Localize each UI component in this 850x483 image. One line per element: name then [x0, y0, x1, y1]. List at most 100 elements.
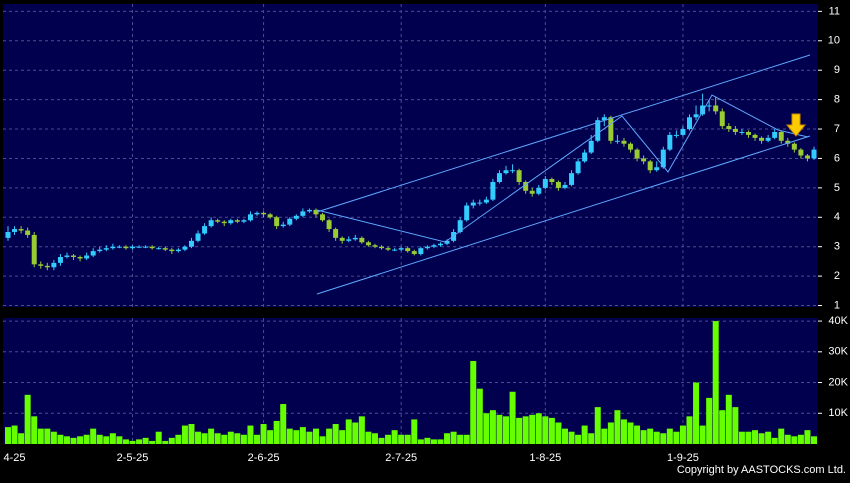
- candle-body: [798, 149, 804, 156]
- volume-bar: [725, 394, 732, 444]
- volume-bar: [168, 437, 175, 444]
- candle-body: [523, 181, 529, 191]
- candle-body: [785, 140, 791, 144]
- volume-bar: [660, 433, 667, 444]
- volume-bar: [116, 436, 123, 444]
- volume-panel: [3, 318, 818, 444]
- volume-bar: [535, 413, 542, 444]
- candle-body: [365, 242, 371, 246]
- volume-bar: [175, 434, 182, 444]
- candle-body: [215, 220, 221, 222]
- candle-body: [745, 131, 751, 135]
- candle-body: [51, 262, 57, 268]
- volume-bar: [666, 428, 673, 444]
- volume-bar: [221, 434, 228, 444]
- candle-body: [247, 214, 253, 221]
- candle-body: [778, 131, 784, 141]
- volume-bar: [732, 407, 739, 444]
- volume-bar: [411, 419, 418, 444]
- volume-bar: [181, 425, 188, 444]
- volume-bar: [706, 397, 713, 444]
- volume-bar: [293, 430, 300, 444]
- volume-bar: [227, 431, 234, 444]
- volume-bar: [437, 439, 444, 444]
- x-tick-label: 1-9-25: [667, 452, 699, 464]
- volume-bar: [332, 424, 339, 444]
- channel-lower: [316, 135, 811, 295]
- volume-bar: [463, 434, 470, 444]
- volume-bar: [424, 437, 431, 444]
- candle-body: [38, 264, 44, 266]
- candle-body: [149, 246, 155, 249]
- candle-body: [424, 246, 430, 249]
- channel-upper: [316, 54, 811, 213]
- candle-body: [313, 209, 319, 215]
- volume-bar: [319, 436, 326, 444]
- y-tick-label: 11: [829, 5, 840, 17]
- y-tick-label: 6: [834, 152, 840, 164]
- candle-body: [647, 161, 653, 171]
- volume-bar: [758, 433, 765, 444]
- volume-bar: [90, 428, 97, 444]
- candle-body: [641, 158, 647, 162]
- candle-body: [333, 229, 339, 238]
- volume-bar: [345, 419, 352, 444]
- volume-bar: [614, 410, 621, 444]
- volume-bar: [738, 431, 745, 444]
- candle-body: [346, 239, 352, 241]
- volume-bar: [581, 425, 588, 444]
- volume-bar: [234, 433, 241, 444]
- candle-body: [254, 212, 260, 215]
- candle-body: [274, 217, 280, 227]
- candle-body: [569, 173, 575, 185]
- volume-bar: [44, 428, 51, 444]
- candle-body: [457, 220, 463, 232]
- volume-bar: [398, 434, 405, 444]
- volume-bar: [673, 431, 680, 444]
- candle-body: [713, 105, 719, 112]
- volume-bar: [594, 407, 601, 444]
- volume-bar: [109, 433, 116, 444]
- volume-bar: [103, 436, 110, 444]
- candle-body: [18, 229, 24, 231]
- candle-body: [437, 243, 443, 246]
- volume-bar: [18, 433, 25, 444]
- volume-bar: [489, 410, 496, 444]
- candle-body: [529, 190, 535, 194]
- volume-bar: [719, 410, 726, 444]
- candle-body: [339, 237, 345, 241]
- candle-body: [280, 224, 286, 227]
- volume-bar: [811, 436, 817, 444]
- candle-body: [621, 140, 627, 144]
- candle-body: [595, 120, 601, 141]
- volume-bar: [208, 428, 215, 444]
- candle-body: [77, 256, 83, 259]
- candle-body: [359, 237, 365, 243]
- candle-body: [719, 111, 725, 127]
- candle-body: [588, 140, 594, 153]
- volume-bar: [142, 437, 149, 444]
- candle-body: [379, 246, 385, 249]
- volume-bar: [496, 414, 503, 444]
- candle-body: [536, 187, 542, 194]
- y-tick-label: 8: [834, 94, 840, 106]
- y-tick-label: 7: [834, 123, 840, 135]
- candle-body: [71, 255, 77, 257]
- volume-bar: [450, 431, 457, 444]
- x-tick-label: 2-7-25: [385, 452, 417, 464]
- volume-bar: [24, 394, 31, 444]
- volume-bar: [391, 430, 398, 444]
- volume-bar: [339, 430, 346, 444]
- volume-bar: [280, 404, 287, 444]
- candle-body: [208, 220, 214, 227]
- candle-body: [84, 255, 90, 259]
- candle-body: [25, 230, 31, 235]
- signal-arrow: [785, 113, 807, 137]
- candle-body: [228, 220, 234, 224]
- volume-bar: [149, 440, 156, 444]
- candle-body: [221, 221, 227, 224]
- volume-bar: [627, 422, 634, 444]
- candle-body: [234, 220, 240, 222]
- volume-bar: [745, 431, 752, 444]
- volume-bar: [273, 420, 280, 444]
